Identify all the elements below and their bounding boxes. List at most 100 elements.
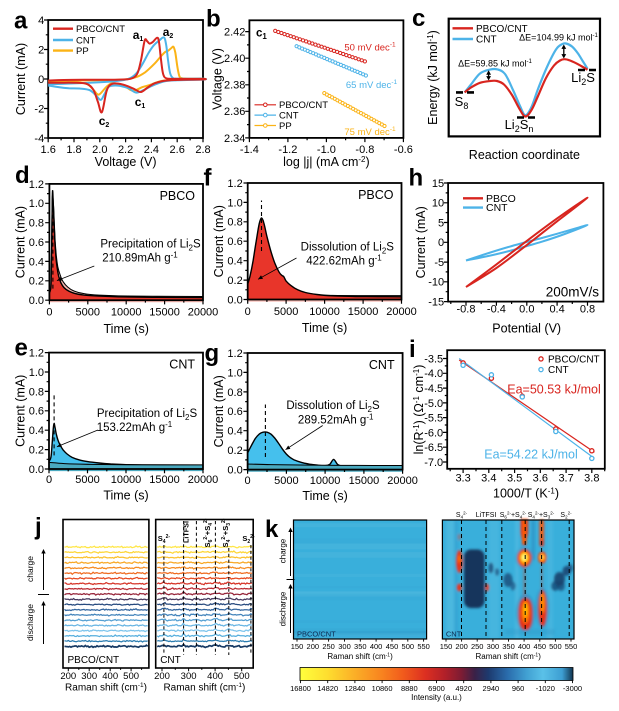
svg-text:20000: 20000: [386, 306, 417, 318]
svg-text:PBCO: PBCO: [160, 189, 196, 203]
svg-text:1.0: 1.0: [29, 198, 44, 210]
svg-text:200: 200: [60, 671, 76, 682]
svg-text:S62-+S42-: S62-+S42-: [203, 518, 214, 547]
svg-text:15000: 15000: [349, 475, 380, 487]
svg-text:LiTFSI: LiTFSI: [182, 521, 191, 543]
svg-text:0.4: 0.4: [227, 426, 242, 438]
svg-text:ΔE=59.85 kJ mol-1: ΔE=59.85 kJ mol-1: [458, 59, 532, 69]
svg-text:Raman shift (cm-1): Raman shift (cm-1): [163, 682, 245, 694]
svg-text:422.62mAh g-1: 422.62mAh g-1: [306, 254, 382, 268]
svg-text:log |j| (mA cm-2): log |j| (mA cm-2): [283, 155, 370, 169]
svg-text:2.38: 2.38: [224, 80, 245, 92]
svg-text:1.8: 1.8: [66, 144, 81, 156]
svg-text:0.0: 0.0: [519, 304, 534, 316]
svg-text:150: 150: [291, 642, 304, 651]
svg-text:3.7: 3.7: [558, 472, 573, 484]
svg-text:0.2: 0.2: [227, 275, 242, 287]
svg-text:2.40: 2.40: [224, 53, 245, 65]
svg-text:CNT: CNT: [369, 358, 395, 372]
svg-text:0.6: 0.6: [29, 406, 44, 418]
svg-text:-1.4: -1.4: [240, 144, 259, 156]
svg-text:350: 350: [354, 642, 367, 651]
svg-text:400: 400: [102, 671, 118, 682]
svg-text:Dissolution of Li2S: Dissolution of Li2S: [286, 400, 380, 414]
svg-text:PBCO/CNT: PBCO/CNT: [68, 655, 120, 666]
svg-text:14820: 14820: [317, 684, 338, 693]
svg-text:300: 300: [487, 642, 500, 651]
svg-text:1.0: 1.0: [227, 197, 242, 209]
svg-text:Current (mA): Current (mA): [212, 205, 226, 277]
svg-text:8880: 8880: [401, 684, 418, 693]
svg-text:PBCO/CNT: PBCO/CNT: [476, 24, 528, 35]
svg-text:1.2: 1.2: [29, 179, 44, 191]
svg-text:500: 500: [402, 642, 415, 651]
svg-text:CNT: CNT: [486, 202, 508, 214]
svg-text:PBCO/CNT: PBCO/CNT: [297, 630, 336, 639]
svg-text:a2: a2: [163, 25, 174, 40]
svg-text:16800: 16800: [290, 684, 311, 693]
svg-text:500: 500: [549, 642, 562, 651]
svg-text:0.2: 0.2: [29, 276, 44, 288]
svg-text:400: 400: [207, 671, 223, 682]
svg-text:-7.0: -7.0: [424, 457, 443, 469]
svg-text:0.6: 0.6: [227, 236, 242, 248]
svg-text:-1.0: -1.0: [317, 144, 336, 156]
svg-text:e: e: [15, 335, 28, 362]
svg-text:1.0: 1.0: [29, 367, 44, 379]
svg-text:2: 2: [38, 44, 44, 56]
svg-text:10000: 10000: [309, 306, 340, 318]
svg-text:-5.5: -5.5: [424, 413, 443, 425]
svg-text:550: 550: [565, 642, 578, 651]
svg-text:Raman shift (cm-1): Raman shift (cm-1): [476, 652, 542, 661]
svg-text:Potential (V): Potential (V): [492, 322, 561, 336]
svg-text:10000: 10000: [310, 475, 341, 487]
svg-text:1.2: 1.2: [227, 348, 242, 360]
svg-text:Li2S: Li2S: [571, 70, 595, 87]
svg-text:d: d: [15, 162, 30, 189]
svg-text:-1.2: -1.2: [278, 144, 297, 156]
svg-text:CNT: CNT: [548, 365, 569, 376]
svg-text:S22-: S22-: [560, 511, 572, 520]
svg-text:1.2: 1.2: [227, 178, 242, 190]
svg-text:-1020: -1020: [536, 684, 555, 693]
svg-text:10860: 10860: [372, 684, 393, 693]
svg-text:discharge: discharge: [279, 591, 288, 626]
svg-text:-5: -5: [434, 257, 444, 269]
svg-text:1.6: 1.6: [41, 144, 56, 156]
svg-text:0: 0: [38, 74, 44, 86]
svg-text:PBCO/CNT: PBCO/CNT: [548, 355, 600, 366]
svg-text:0.8: 0.8: [29, 386, 44, 398]
svg-text:S8: S8: [455, 94, 469, 111]
svg-text:Current (mA): Current (mA): [414, 206, 428, 278]
svg-text:2.36: 2.36: [224, 106, 245, 118]
svg-text:c1: c1: [256, 28, 267, 42]
svg-text:CNT: CNT: [160, 655, 181, 666]
svg-text:2.6: 2.6: [170, 144, 185, 156]
svg-text:400: 400: [370, 642, 383, 651]
svg-text:-3.5: -3.5: [424, 353, 443, 365]
svg-text:4: 4: [38, 15, 44, 27]
svg-text:2.2: 2.2: [118, 144, 133, 156]
svg-text:2940: 2940: [483, 684, 500, 693]
svg-text:c2: c2: [99, 114, 110, 129]
svg-text:i: i: [409, 336, 416, 363]
svg-text:0: 0: [46, 307, 52, 319]
svg-text:6900: 6900: [428, 684, 445, 693]
svg-text:2.0: 2.0: [92, 144, 107, 156]
svg-text:200: 200: [154, 671, 170, 682]
svg-text:S42-+S32-: S42-+S32-: [528, 511, 555, 520]
svg-text:Time (s): Time (s): [104, 322, 149, 336]
svg-text:Current (mA): Current (mA): [14, 375, 28, 447]
svg-text:5: 5: [438, 217, 444, 229]
svg-text:-6.5: -6.5: [424, 442, 443, 454]
svg-text:350: 350: [502, 642, 515, 651]
svg-text:-4.0: -4.0: [424, 368, 443, 380]
svg-text:65 mV dec-1: 65 mV dec-1: [346, 79, 398, 91]
svg-text:CNT: CNT: [446, 630, 462, 639]
svg-text:Current (mA): Current (mA): [14, 206, 28, 278]
svg-text:3.5: 3.5: [507, 472, 522, 484]
svg-text:Precipitation of Li2S: Precipitation of Li2S: [100, 239, 201, 253]
svg-text:0.8: 0.8: [29, 218, 44, 230]
svg-text:Ea=54.22 kJ/mol: Ea=54.22 kJ/mol: [484, 448, 577, 462]
svg-text:1.2: 1.2: [29, 348, 44, 360]
